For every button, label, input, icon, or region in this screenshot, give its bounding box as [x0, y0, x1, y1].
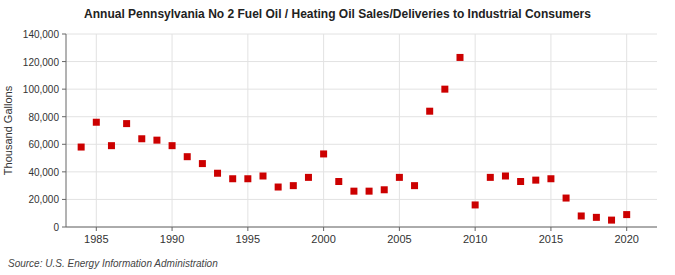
x-grid-line [247, 34, 248, 227]
point [153, 137, 160, 144]
point [381, 186, 388, 193]
point [78, 144, 85, 151]
x-tick-label: 1985 [84, 233, 108, 245]
x-tick-label: 2000 [311, 233, 335, 245]
point [169, 142, 176, 149]
y-tick [62, 89, 66, 90]
x-grid-line [399, 34, 400, 227]
point [608, 217, 615, 224]
point [411, 182, 418, 189]
x-tick [475, 227, 476, 231]
y-tick-label: 20,000 [28, 194, 59, 205]
point [457, 54, 464, 61]
point [487, 174, 494, 181]
point [578, 212, 585, 219]
point [366, 188, 373, 195]
point [199, 160, 206, 167]
point [93, 119, 100, 126]
y-tick-label: 140,000 [23, 29, 60, 40]
x-grid-line [96, 34, 97, 227]
point [532, 177, 539, 184]
point [335, 178, 342, 185]
y-grid-line [66, 171, 657, 172]
y-axis-label: Thousand Gallons [2, 85, 14, 175]
point [290, 182, 297, 189]
point [623, 211, 630, 218]
x-grid-line [172, 34, 173, 227]
grid [66, 34, 657, 227]
x-tick [96, 227, 97, 231]
point [502, 172, 509, 179]
x-tick [323, 227, 324, 231]
point [547, 175, 554, 182]
y-tick [62, 61, 66, 62]
point [517, 178, 524, 185]
point [472, 201, 479, 208]
point [260, 172, 267, 179]
x-grid-line [550, 34, 551, 227]
background [0, 0, 675, 275]
y-tick-label: 120,000 [23, 57, 60, 68]
y-tick [62, 34, 66, 35]
y-tick [62, 116, 66, 117]
x-tick [626, 227, 627, 231]
point [593, 214, 600, 221]
point [275, 184, 282, 191]
x-tick-label: 2015 [539, 233, 563, 245]
y-axis-line [66, 34, 67, 227]
point [229, 175, 236, 182]
x-grid-line [323, 34, 324, 227]
point [563, 195, 570, 202]
title: Annual Pennsylvania No 2 Fuel Oil / Heat… [84, 7, 591, 21]
chart: 1985 1990 1995 2000 2005 2010 2015 2020 0 20,000 4… [0, 0, 675, 275]
y-tick-label: 100,000 [23, 84, 60, 95]
y-tick-label: 0 [53, 222, 59, 233]
y-tick [62, 199, 66, 200]
point [108, 142, 115, 149]
points [78, 54, 631, 224]
x-grid-line [626, 34, 627, 227]
x-tick-label: 1995 [236, 233, 260, 245]
y-grid-line [66, 227, 657, 228]
point [426, 108, 433, 115]
axes: 1985 1990 1995 2000 2005 2010 2015 2020 0 20,000 4… [23, 29, 657, 245]
point [184, 153, 191, 160]
point [441, 86, 448, 93]
source-note: Source: U.S. Energy Information Administ… [8, 258, 218, 269]
y-tick [62, 171, 66, 172]
point [350, 188, 357, 195]
x-tick [550, 227, 551, 231]
x-tick [172, 227, 173, 231]
point [244, 175, 251, 182]
y-tick [62, 227, 66, 228]
point [138, 135, 145, 142]
y-tick [62, 144, 66, 145]
x-tick-label: 2010 [463, 233, 487, 245]
x-tick [247, 227, 248, 231]
y-grid-line [66, 144, 657, 145]
y-grid-line [66, 116, 657, 117]
y-grid-line [66, 61, 657, 62]
x-tick-label: 2005 [387, 233, 411, 245]
y-tick-label: 60,000 [28, 139, 59, 150]
x-tick-label: 2020 [614, 233, 638, 245]
point [396, 174, 403, 181]
point [320, 150, 327, 157]
point [214, 170, 221, 177]
y-tick-label: 40,000 [28, 167, 59, 178]
x-tick [399, 227, 400, 231]
x-axis-line [66, 227, 657, 228]
y-tick-label: 80,000 [28, 112, 59, 123]
y-grid-line [66, 89, 657, 90]
y-grid-line [66, 34, 657, 35]
point [123, 120, 130, 127]
point [305, 174, 312, 181]
x-tick-label: 1990 [160, 233, 184, 245]
x-grid-line [475, 34, 476, 227]
